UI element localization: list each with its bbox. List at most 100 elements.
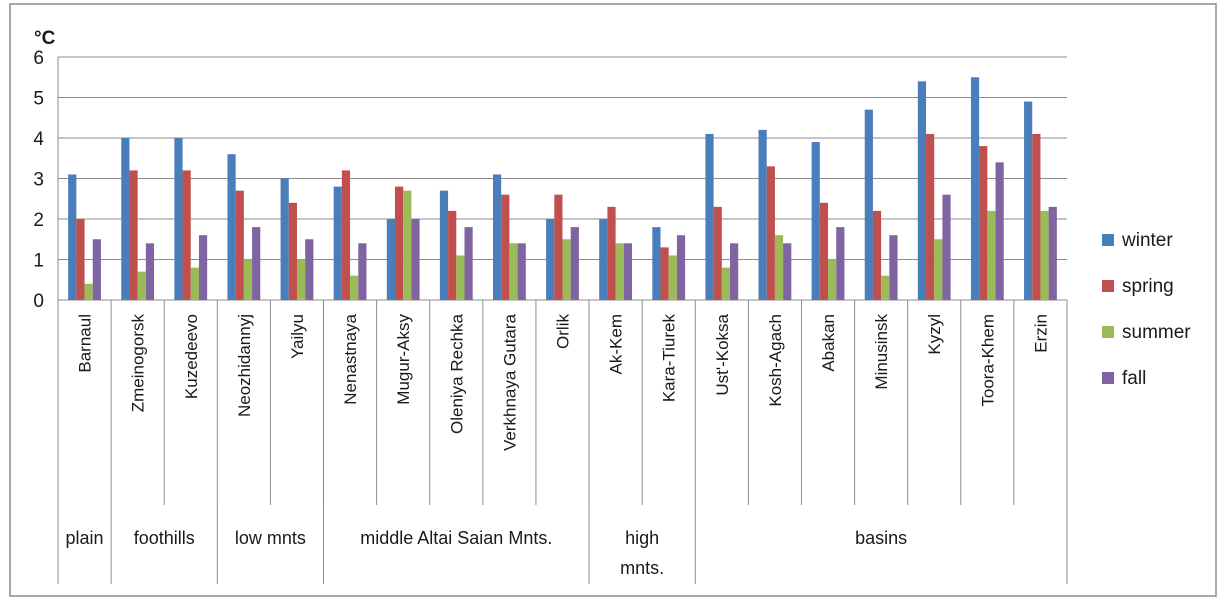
x-tick-label: Ak-Kem — [607, 314, 626, 374]
bar-summer — [774, 235, 784, 300]
bar-spring — [341, 170, 351, 300]
x-tick-label: Orlik — [554, 314, 573, 349]
bar-summer — [243, 259, 253, 300]
x-tick-label: Minusinsk — [872, 314, 891, 390]
bar-winter — [333, 186, 342, 300]
legend-swatch-winter — [1102, 234, 1114, 246]
x-tick-label: Toora-Khem — [978, 314, 997, 407]
bar-winter — [758, 129, 767, 300]
bar-summer — [296, 259, 306, 300]
group-label-line: mnts. — [620, 558, 664, 578]
bar-winter — [68, 174, 77, 300]
bar-fall — [623, 243, 633, 300]
bar-winter — [599, 219, 608, 300]
bar-summer — [403, 190, 412, 300]
legend-swatch-summer — [1102, 326, 1114, 338]
bar-summer — [721, 267, 731, 300]
group-label: middle Altai Saian Mnts. — [360, 528, 552, 548]
bar-winter — [227, 154, 236, 300]
bar-spring — [979, 146, 988, 300]
x-tick-label: Ust'-Koksa — [713, 313, 732, 395]
bar-spring — [554, 194, 563, 300]
y-tick-label: 0 — [33, 291, 44, 312]
x-tick-label: Kosh-Agach — [766, 314, 785, 407]
bar-summer — [1040, 210, 1049, 300]
bar-fall — [145, 243, 155, 300]
bar-spring — [819, 202, 829, 300]
bar-summer — [350, 275, 359, 300]
bar-fall — [889, 235, 898, 300]
bar-spring — [607, 206, 616, 300]
bar-summer — [509, 243, 518, 300]
bar-winter — [174, 138, 183, 300]
legend-label: spring — [1122, 276, 1174, 297]
legend-label: summer — [1122, 322, 1191, 343]
y-tick-label: 1 — [33, 251, 44, 272]
legend-label: winter — [1121, 230, 1173, 251]
bar-spring — [76, 219, 85, 300]
bar-fall — [252, 227, 261, 300]
x-tick-label: Oleniya Rechka — [447, 313, 466, 434]
bar-fall — [358, 243, 367, 300]
bar-fall — [783, 243, 792, 300]
legend: winter spring summer fall — [1102, 230, 1191, 389]
bar-fall — [464, 227, 473, 300]
x-tick-label: Kyzyl — [925, 314, 944, 355]
x-tick-label: Nenastnaya — [341, 313, 360, 404]
bar-summer — [84, 283, 93, 300]
x-tick-label: Neozhidannyj — [235, 314, 254, 417]
x-tick-label: Mugur-Aksy — [394, 314, 413, 405]
bar-summer — [562, 239, 571, 300]
bar-summer — [137, 271, 146, 300]
bar-spring — [872, 210, 882, 300]
bar-summer — [934, 239, 943, 300]
x-tick-label: Zmeinogorsk — [129, 314, 148, 413]
bar-spring — [501, 194, 510, 300]
bar-fall — [411, 219, 420, 300]
bar-spring — [448, 210, 457, 300]
bar-fall — [676, 235, 686, 300]
group-label: basins — [855, 528, 907, 548]
group-label-line: high — [625, 528, 659, 548]
x-tick-label: Barnaul — [76, 314, 95, 373]
y-tick-label: 6 — [33, 48, 44, 69]
legend-label: fall — [1122, 368, 1146, 389]
bar-winter — [811, 142, 820, 300]
bar-winter — [439, 190, 449, 300]
x-tick-label: Abakan — [819, 314, 838, 372]
bar-winter — [917, 81, 927, 300]
bar-fall — [730, 243, 739, 300]
bar-summer — [987, 210, 996, 300]
bar-winter — [970, 77, 980, 300]
x-tick-label: Kuzedeevo — [182, 314, 201, 399]
y-tick-label: 5 — [33, 89, 44, 110]
group-label: foothills — [134, 528, 195, 548]
bar-spring — [1032, 133, 1041, 300]
bar-summer — [456, 255, 465, 300]
y-axis-unit: °C — [34, 28, 56, 49]
bar-winter — [705, 133, 714, 300]
bar-fall — [942, 194, 951, 300]
bar-fall — [836, 227, 845, 300]
bar-spring — [660, 247, 669, 300]
y-tick-label: 2 — [33, 210, 44, 231]
bar-summer — [615, 243, 624, 300]
bar-winter — [280, 178, 289, 300]
bar-fall — [995, 162, 1004, 300]
bar-winter — [652, 227, 661, 300]
x-tick-label: Kara-Tiurek — [660, 314, 679, 403]
group-label: low mnts — [235, 528, 306, 548]
group-label: plain — [66, 528, 104, 548]
bar-fall — [517, 243, 526, 300]
group-label: high mnts. — [620, 528, 664, 578]
bar-fall — [1048, 206, 1057, 300]
legend-swatch-fall — [1102, 372, 1114, 384]
bar-winter — [386, 219, 395, 300]
bar-spring — [182, 170, 191, 300]
bar-summer — [668, 255, 677, 300]
bar-fall — [305, 239, 314, 300]
bar-spring — [713, 206, 722, 300]
bar-summer — [881, 275, 890, 300]
